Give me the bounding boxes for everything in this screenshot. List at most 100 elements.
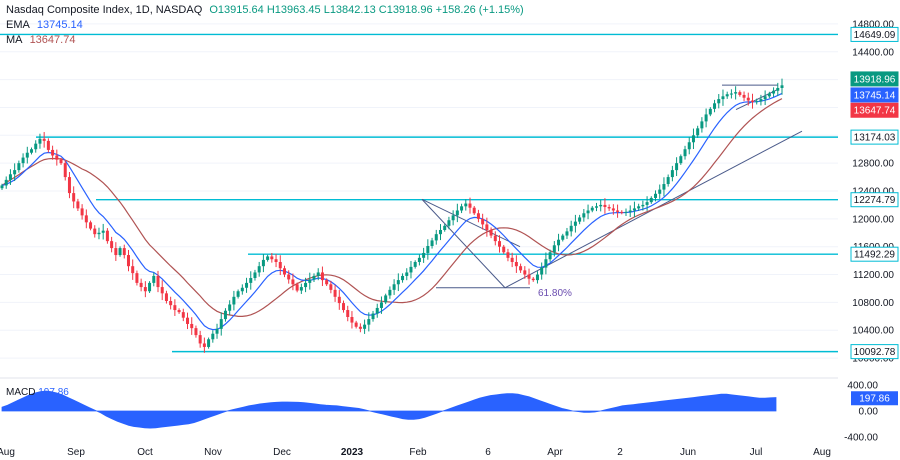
- candle-body: [721, 96, 725, 100]
- wedge-lower-line: [421, 199, 506, 289]
- candle-body: [325, 280, 329, 285]
- candle-body: [460, 206, 464, 211]
- candle-body: [152, 275, 156, 283]
- candle-body: [228, 304, 232, 311]
- candle-body: [122, 248, 126, 256]
- annotations: 61.80%: [538, 288, 572, 299]
- candle-body: [696, 128, 700, 136]
- candle-body: [367, 319, 371, 325]
- candle-body: [89, 222, 93, 229]
- candle-body: [270, 256, 274, 260]
- candle-body: [713, 103, 717, 109]
- candle-body: [25, 152, 29, 158]
- candle-body: [603, 204, 607, 208]
- price-tag: [850, 129, 899, 145]
- candle-body: [481, 218, 485, 225]
- candle-body: [759, 99, 763, 102]
- wedge-upper-line: [421, 198, 521, 248]
- y-tick-label: 12400.00: [852, 187, 894, 198]
- candle-body: [464, 203, 468, 207]
- x-tick-label: Feb: [409, 447, 427, 458]
- candle-body: [131, 266, 135, 274]
- candle-body: [489, 229, 493, 236]
- macd-value-tag: [851, 391, 898, 406]
- candle-body: [417, 257, 421, 263]
- candle-body: [498, 241, 502, 247]
- candle-body: [738, 92, 742, 95]
- candle-body: [93, 228, 97, 235]
- macd-value-tag-label: 197.86: [859, 394, 890, 405]
- candle-body: [245, 282, 249, 288]
- candle-body: [350, 317, 354, 323]
- candle-body: [670, 170, 674, 178]
- x-tick-label: 2: [617, 447, 623, 458]
- candle-body: [637, 206, 641, 209]
- x-tick-label: Jul: [750, 447, 763, 458]
- price-axis: 14800.0014400.0014000.0013600.0013200.00…: [852, 19, 894, 364]
- candle-body: [274, 259, 278, 263]
- candle-body: [413, 262, 417, 267]
- x-tick-label: Nov: [204, 447, 222, 458]
- candle-body: [535, 274, 539, 281]
- candle-body: [363, 324, 367, 329]
- candle-body: [519, 266, 523, 271]
- candle-body: [114, 248, 118, 256]
- candle-body: [342, 303, 346, 311]
- candle-body: [278, 262, 282, 269]
- price-tag-label: 12274.79: [854, 195, 896, 206]
- y-tick-label: 10400.00: [852, 326, 894, 337]
- fib-label: 61.80%: [538, 288, 572, 299]
- candle-body: [485, 224, 489, 230]
- candle-body: [236, 291, 240, 297]
- candle-body: [734, 92, 738, 94]
- candle-body: [675, 163, 679, 171]
- candle-body: [329, 284, 333, 290]
- candle-body: [573, 221, 577, 226]
- time-axis: Aug Sep Oct Nov Dec 2023 Feb 6 Apr 2 Jun Jul Aug: [0, 447, 831, 458]
- candle-body: [67, 177, 71, 194]
- candle-body: [312, 275, 316, 280]
- chart-legend: Nasdaq Composite Index, 1D, NASDAQ O1391…: [6, 3, 524, 48]
- candle-body: [746, 97, 750, 101]
- macd-value: 197.86: [38, 387, 69, 398]
- candle-body: [177, 310, 181, 313]
- price-tags: 14649.09 13918.96 13745.14 13647.74 13174.03…: [850, 26, 899, 360]
- candle-body: [514, 262, 518, 267]
- candle-body: [767, 93, 771, 97]
- price-tag-label: 13647.74: [854, 106, 896, 117]
- candle-body: [649, 197, 653, 203]
- candle-body: [493, 235, 497, 242]
- candle-body: [76, 201, 80, 209]
- candle-body: [143, 287, 147, 292]
- candle-body: [725, 94, 729, 97]
- x-tick-label: Jun: [680, 447, 696, 458]
- price-tag: [850, 26, 899, 42]
- candle-body: [645, 202, 649, 205]
- candle-body: [691, 135, 695, 143]
- candle-body: [679, 156, 683, 164]
- candle-body: [523, 270, 527, 275]
- macd-legend: MACD 197.86: [6, 387, 69, 398]
- ema-line: [1, 92, 783, 331]
- candle-body: [240, 287, 244, 292]
- candle-body: [38, 138, 42, 144]
- candle-body: [207, 339, 211, 347]
- candle-body: [190, 323, 194, 329]
- candle-body: [599, 204, 603, 207]
- candle-body: [772, 90, 776, 94]
- x-tick-label: Aug: [0, 447, 15, 458]
- candle-body: [320, 272, 324, 281]
- candle-body: [628, 210, 632, 212]
- candle-body: [687, 142, 691, 150]
- candle-body: [261, 259, 265, 267]
- x-tick-label: 6: [485, 447, 491, 458]
- ma-label: MA: [6, 34, 23, 46]
- y-tick-label: 10800.00: [852, 298, 894, 309]
- candle-body: [586, 210, 590, 214]
- y-tick-label: 12800.00: [852, 159, 894, 170]
- x-tick-label: Dec: [273, 447, 291, 458]
- price-tag-label: 13745.14: [854, 90, 896, 101]
- ema-value: 13745.14: [36, 19, 83, 31]
- candle-body: [51, 149, 55, 156]
